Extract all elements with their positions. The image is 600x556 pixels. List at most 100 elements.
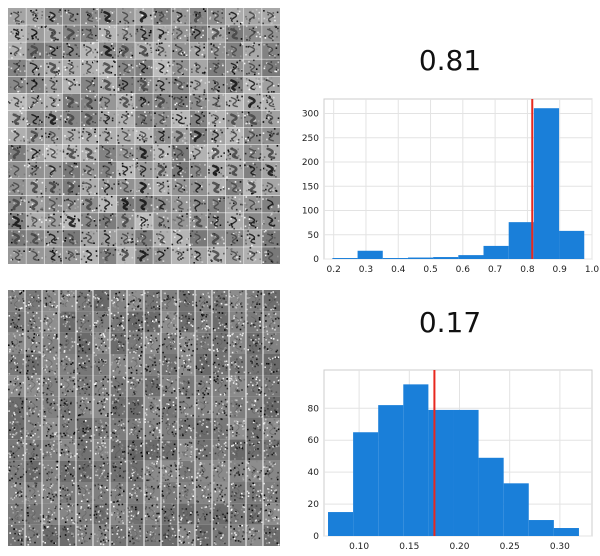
grid-cell-image: [59, 290, 76, 312]
grid-cell-image: [25, 311, 42, 333]
grid-cell-image: [263, 332, 280, 354]
grid-cell-image: [261, 76, 280, 94]
y-tick-label: 250: [302, 134, 319, 144]
grid-cell-image: [178, 503, 195, 525]
grid-cell-image: [8, 503, 25, 525]
grid-cell-image: [93, 354, 110, 376]
grid-cell-image: [189, 161, 208, 179]
grid-cell-image: [25, 482, 42, 504]
grid-cell-image: [229, 524, 246, 546]
grid-cell-image: [42, 439, 59, 461]
grid-cell-image: [225, 229, 244, 247]
grid-cell-image: [171, 229, 190, 247]
grid-cell-image: [195, 439, 212, 461]
grid-cell-image: [207, 195, 226, 213]
grid-cell-image: [62, 212, 81, 230]
grid-cell-image: [62, 25, 81, 43]
grid-cell-image: [25, 418, 42, 440]
grid-cell-image: [98, 110, 117, 128]
grid-cell-image: [8, 195, 27, 213]
grid-cell-image: [110, 460, 127, 482]
grid-cell-image: [225, 144, 244, 162]
grid-cell-image: [134, 229, 154, 247]
histogram-bar: [407, 257, 434, 259]
grid-cell-image: [59, 418, 76, 440]
y-tick-label: 40: [308, 468, 320, 478]
grid-cell-image: [93, 503, 110, 525]
grid-cell-image: [243, 144, 262, 162]
grid-cell-image: [195, 375, 212, 397]
grid-cell-image: [59, 375, 76, 397]
grid-cell-image: [26, 178, 45, 196]
grid-cell-image: [229, 482, 246, 504]
grid-cell-image: [44, 8, 63, 26]
grid-cell-image: [243, 178, 262, 196]
grid-cell-image: [42, 290, 59, 312]
grid-cell-image: [127, 332, 144, 354]
grid-cell-image: [26, 59, 45, 77]
grid-cell-image: [261, 246, 280, 264]
grid-cell-image: [127, 311, 144, 333]
histogram-bar: [453, 409, 479, 536]
grid-cell-image: [8, 246, 27, 264]
histogram-bar: [553, 528, 579, 536]
grid-cell-image: [246, 375, 263, 397]
grid-cell-image: [261, 161, 280, 179]
grid-cell-image: [116, 195, 135, 213]
grid-cell-image: [263, 439, 280, 461]
grid-cell-image: [207, 76, 226, 94]
grid-cell-image: [127, 460, 144, 482]
grid-cell-image: [153, 127, 172, 145]
grid-cell-image: [62, 93, 81, 111]
grid-cell-image: [225, 110, 244, 128]
grid-cell-image: [207, 93, 226, 111]
grid-cell-image: [93, 396, 110, 418]
grid-cell-image: [76, 460, 93, 482]
histogram-svg: 0.2 0.3 0.4 0.5 0.6 0.7 0.8 0.9 1.0 0 50 100 150 200 2…: [302, 98, 599, 275]
grid-cell-image: [44, 127, 63, 145]
histogram-bar: [403, 384, 429, 536]
grid-cell-image: [246, 332, 263, 354]
grid-cell-image: [44, 110, 63, 128]
x-tick-label: 0.2: [327, 265, 341, 275]
grid-cell-image: [178, 311, 195, 333]
grid-cell-image: [8, 212, 27, 230]
image-grid-bottom: [8, 290, 280, 546]
grid-cell-image: [76, 482, 93, 504]
grid-cell-image: [263, 524, 280, 546]
grid-cell-image: [98, 127, 117, 145]
x-tick-label: 0.15: [399, 542, 419, 552]
grid-cell-image: [93, 311, 110, 333]
grid-cell-image: [243, 25, 262, 43]
grid-cell-image: [161, 482, 178, 504]
grid-cell-image: [243, 59, 262, 77]
grid-cell-image: [246, 460, 263, 482]
grid-cell-image: [207, 212, 226, 230]
grid-cell-image: [59, 396, 76, 418]
grid-cell-image: [25, 396, 42, 418]
grid-cell-image: [229, 375, 246, 397]
grid-cell-image: [195, 354, 212, 376]
grid-cell-image: [26, 93, 45, 111]
grid-cell-image: [225, 212, 244, 230]
grid-cell-image: [178, 418, 195, 440]
grid-cell-image: [44, 76, 63, 94]
grid-cell-image: [134, 42, 154, 60]
histogram-bar: [328, 512, 354, 536]
grid-cell-image: [44, 144, 63, 162]
grid-cell-image: [98, 59, 117, 77]
grid-cell-image: [212, 503, 229, 525]
grid-cell-image: [263, 482, 280, 504]
grid-cell-image: [26, 8, 45, 26]
grid-cell-image: [144, 524, 161, 546]
grid-cell-image: [189, 195, 208, 213]
grid-cell-image: [76, 439, 93, 461]
grid-cell-image: [26, 127, 45, 145]
grid-cell-image: [116, 76, 135, 94]
grid-cell-image: [127, 482, 144, 504]
grid-cell-image: [110, 354, 127, 376]
grid-cell-image: [161, 460, 178, 482]
grid-cell-image: [261, 144, 280, 162]
grid-cell-image: [8, 161, 27, 179]
grid-cell-image: [212, 290, 229, 312]
